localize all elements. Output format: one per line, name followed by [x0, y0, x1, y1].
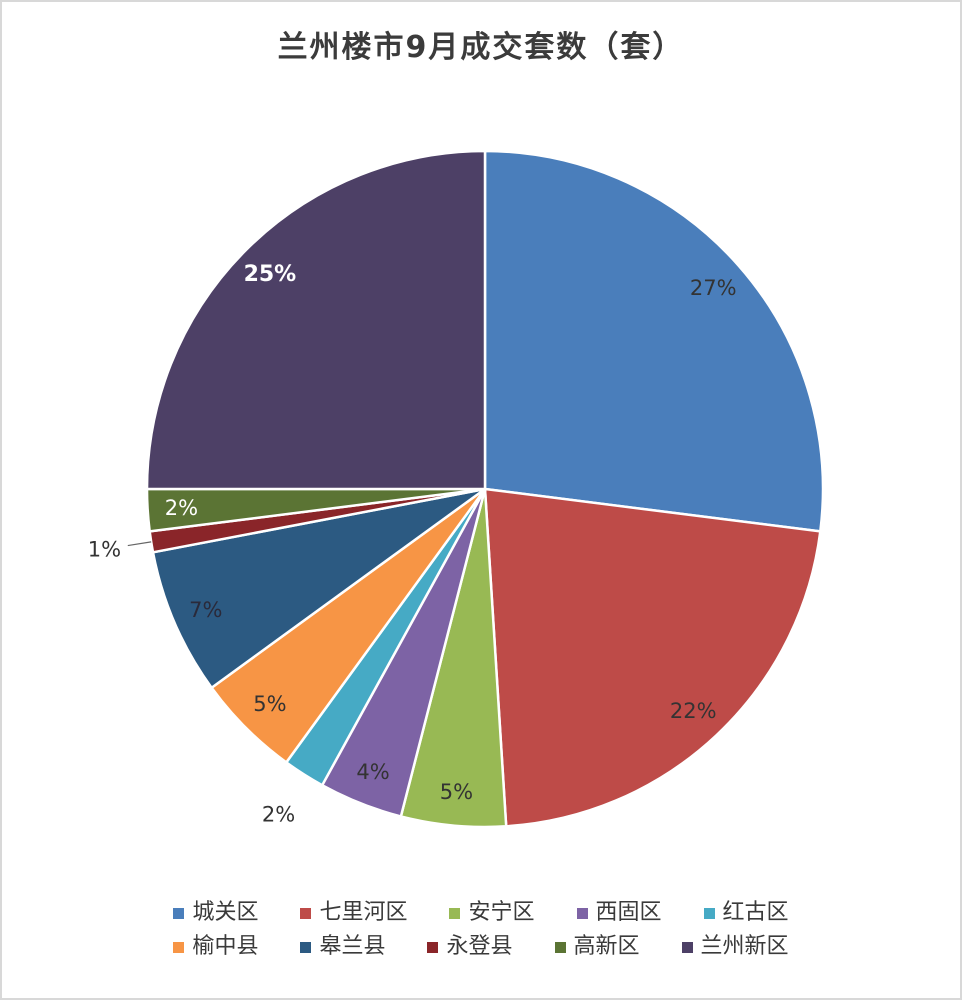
pie-label-兰州新区: 25%: [244, 262, 297, 287]
pie-chart: 27% 22% 5% 4% 2% 5% 7% 1% 2% 25%: [88, 149, 825, 829]
pie-slice-七里河区: [483, 487, 822, 828]
pie-label-七里河区: 22%: [670, 699, 717, 723]
legend-label: 兰州新区: [700, 934, 789, 959]
pie-slice-皋兰县: [151, 487, 487, 689]
label-leader-line: [127, 541, 152, 547]
legend-swatch: [554, 941, 566, 953]
pie-label-红古区: 2%: [262, 802, 295, 826]
legend-item-城关区: 城关区: [173, 902, 258, 924]
legend-label: 西固区: [595, 900, 662, 925]
legend-row: 城关区 七里河区 安宁区 西固区 红古区: [173, 900, 789, 925]
legend-item-七里河区: 七里河区: [300, 902, 407, 924]
legend-item-高新区: 高新区: [554, 934, 640, 959]
pie-label-永登县: 1%: [88, 537, 121, 561]
pie-label-高新区: 2%: [165, 496, 198, 520]
legend-label: 皋兰县: [319, 934, 386, 959]
pie-slice-兰州新区: [145, 149, 487, 491]
legend-swatch: [449, 907, 461, 919]
legend-item-红古区: 红古区: [703, 900, 789, 925]
pie-label-城关区: 27%: [690, 276, 737, 300]
legend-row: 榆中县 皋兰县 永登县 高新区 兰州新区: [173, 934, 789, 959]
legend-label: 红古区: [722, 900, 789, 925]
legend-item-安宁区: 安宁区: [449, 900, 535, 925]
legend-label: 永登县: [446, 934, 513, 959]
pie-label-榆中县: 5%: [253, 692, 286, 716]
legend-item-兰州新区: 兰州新区: [681, 934, 789, 959]
pie-label-西固区: 4%: [356, 760, 389, 784]
chart-title: 兰州楼市9月成交套数（套）: [277, 30, 685, 65]
chart-legend: 城关区 七里河区 安宁区 西固区 红古区榆中县 皋兰县 永登县 高新区 兰州新区: [2, 902, 960, 958]
legend-swatch: [427, 941, 439, 953]
legend-swatch: [576, 907, 588, 919]
legend-label: 安宁区: [468, 900, 535, 925]
pie-slice-城关区: [483, 149, 825, 533]
legend-item-西固区: 西固区: [576, 900, 662, 925]
legend-item-榆中县: 榆中县: [173, 936, 258, 958]
legend-swatch: [681, 941, 693, 953]
legend-item-永登县: 永登县: [427, 934, 513, 959]
legend-label: 城关区: [192, 900, 259, 925]
legend-label: 高新区: [573, 934, 640, 959]
legend-swatch: [300, 907, 312, 919]
legend-label: 榆中县: [192, 934, 259, 959]
legend-item-皋兰县: 皋兰县: [300, 936, 385, 958]
legend-swatch: [173, 907, 185, 919]
legend-swatch: [300, 941, 312, 953]
pie-label-安宁区: 5%: [440, 780, 473, 804]
legend-swatch: [173, 941, 185, 953]
pie-label-皋兰县: 7%: [189, 598, 222, 622]
legend-label: 七里河区: [319, 900, 408, 925]
legend-swatch: [703, 907, 715, 919]
